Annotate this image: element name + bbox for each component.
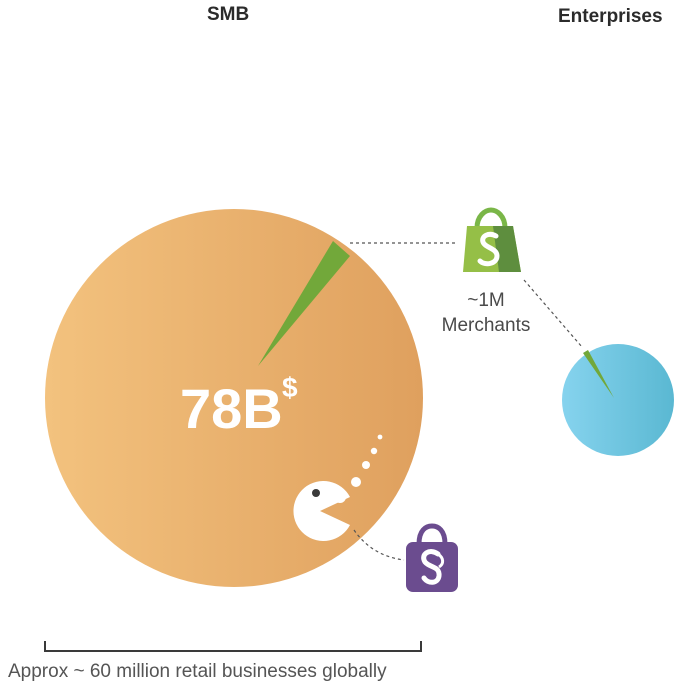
footer-caption: Approx ~ 60 million retail businesses gl… bbox=[8, 661, 387, 682]
merchants-label: Merchants bbox=[441, 315, 531, 336]
pacman-dots bbox=[334, 434, 383, 503]
merchants-count: ~1M bbox=[467, 290, 505, 311]
smb-shopify-slice bbox=[258, 241, 350, 366]
enterprises-heading: Enterprises bbox=[558, 6, 663, 27]
smb-value-label: 78B bbox=[180, 377, 283, 440]
smb-heading: SMB bbox=[207, 4, 250, 25]
purple-shopping-bag-icon bbox=[406, 523, 458, 592]
enterprise-shopify-slice bbox=[583, 350, 614, 398]
connector-line-pacman bbox=[353, 529, 405, 561]
connector-line-enterprise bbox=[523, 279, 583, 348]
smb-width-bracket bbox=[44, 641, 422, 652]
currency-symbol: $ bbox=[282, 372, 298, 403]
enterprise-market-circle bbox=[562, 344, 674, 456]
shopify-bag-icon bbox=[463, 207, 521, 272]
